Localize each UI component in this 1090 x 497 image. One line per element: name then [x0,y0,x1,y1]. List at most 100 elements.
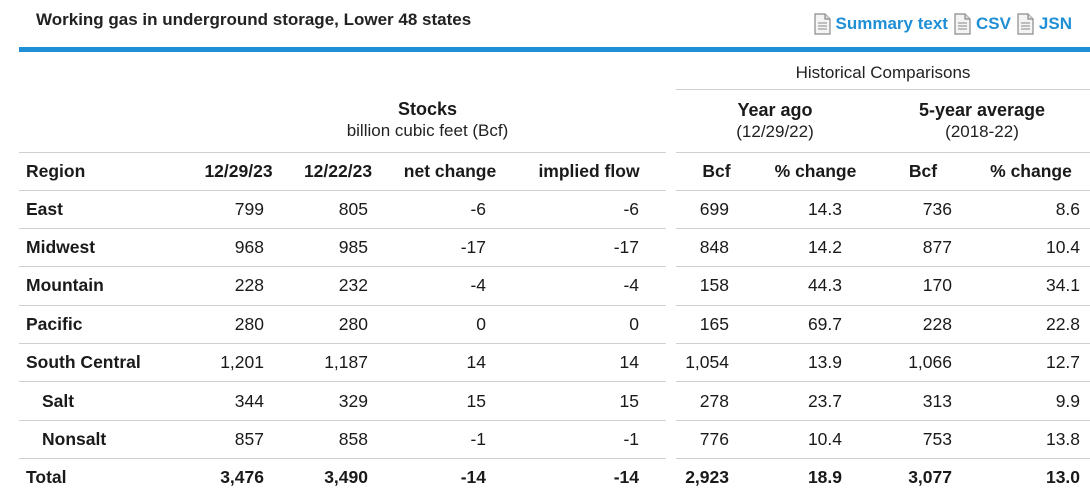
table-row: East 799 805 -6 -6 699 14.3 736 8.6 [19,190,1090,229]
storage-table: Historical Comparisons Stocks billion cu… [19,57,1090,497]
column-header-implied-flow: implied flow [512,151,666,191]
table-body: East 799 805 -6 -6 699 14.3 736 8.6 Midwest 968 985… [19,190,1090,460]
cell-year-ago-pct: 14.3 [757,190,874,229]
column-header-row: Region 12/29/23 12/22/23 net change impl… [19,151,1090,191]
cell-implied-flow: -4 [512,266,666,306]
total-current-week: 3,476 [220,467,264,488]
cell-implied-flow: -1 [512,420,666,460]
cell-net-change: -17 [388,228,512,268]
cell-implied-flow: -17 [512,228,666,268]
stocks-title: Stocks [397,99,458,120]
cell-implied-flow: 15 [512,381,666,421]
cell-year-ago-bcf: 848 [676,228,757,268]
cell-prior-week: 280 [288,305,388,345]
cell-five-year-pct: 12.7 [972,343,1090,383]
cell-net-change: -4 [388,266,512,306]
header-rule [19,47,1090,52]
summary-text-label: Summary text [835,14,948,33]
cell-year-ago-pct: 10.4 [757,420,874,460]
region-name: East [19,190,189,229]
cell-five-year-pct: 8.6 [972,190,1090,229]
document-icon [813,13,831,35]
year-ago-group-header: Year ago (12/29/22) [676,89,874,152]
five-year-title: 5-year average [918,99,1046,120]
total-net-change: -14 [460,467,486,488]
document-icon [954,13,971,35]
cell-prior-week: 232 [288,266,388,306]
cell-five-year-bcf: 313 [874,381,972,421]
historical-comparisons-label: Historical Comparisons [676,57,1090,90]
cell-year-ago-pct: 23.7 [757,381,874,421]
table-row: Salt 344 329 15 15 278 23.7 313 9.9 [19,381,1090,421]
csv-label: CSV [975,14,1011,33]
cell-implied-flow: 0 [512,305,666,345]
table-row: Mountain 228 232 -4 -4 158 44.3 170 34.1 [19,266,1090,306]
column-header-year-ago-pct: % change [757,151,874,191]
cell-current-week: 228 [189,266,288,306]
cell-net-change: 0 [388,305,512,345]
cell-net-change: 15 [388,381,512,421]
total-year-ago-pct: 18.9 [807,467,842,488]
cell-five-year-pct: 13.8 [972,420,1090,460]
region-name: Nonsalt [19,420,189,460]
cell-current-week: 857 [189,420,288,460]
cell-year-ago-pct: 14.2 [757,228,874,268]
cell-prior-week: 329 [288,381,388,421]
cell-year-ago-pct: 69.7 [757,305,874,345]
csv-link[interactable]: CSV [952,13,1011,35]
json-link[interactable]: JSN [1015,13,1072,35]
cell-year-ago-bcf: 776 [676,420,757,460]
cell-net-change: -1 [388,420,512,460]
cell-year-ago-bcf: 278 [676,381,757,421]
total-implied-flow: -14 [613,467,639,488]
cell-prior-week: 858 [288,420,388,460]
stocks-subtitle: billion cubic feet (Bcf) [346,121,509,141]
cell-five-year-bcf: 753 [874,420,972,460]
column-header-region: Region [19,151,189,191]
table-row: South Central 1,201 1,187 14 14 1,054 13.9 1,06… [19,343,1090,383]
cell-five-year-bcf: 736 [874,190,972,229]
total-prior-week: 3,490 [324,467,368,488]
cell-current-week: 799 [189,190,288,229]
total-year-ago-bcf: 2,923 [685,467,729,488]
cell-five-year-bcf: 1,066 [874,343,972,383]
cell-implied-flow: 14 [512,343,666,383]
column-header-five-year-pct: % change [972,151,1090,191]
cell-current-week: 280 [189,305,288,345]
page-title: Working gas in underground storage, Lowe… [36,10,472,29]
five-year-subtitle: (2018-22) [945,121,1019,141]
region-name: Salt [19,381,189,421]
total-row: Total 3,476 3,490 -14 -14 2,923 18.9 3,0… [19,459,1090,497]
cell-prior-week: 805 [288,190,388,229]
cell-five-year-pct: 22.8 [972,305,1090,345]
cell-implied-flow: -6 [512,190,666,229]
table-row: Nonsalt 857 858 -1 -1 776 10.4 753 13.8 [19,420,1090,460]
stocks-group-header: Stocks billion cubic feet (Bcf) [189,89,666,152]
year-ago-title: Year ago [737,99,813,120]
five-year-group-header: 5-year average (2018-22) [874,89,1090,152]
cell-five-year-pct: 9.9 [972,381,1090,421]
table-row: Midwest 968 985 -17 -17 848 14.2 877 10.4 [19,228,1090,268]
cell-year-ago-bcf: 699 [676,190,757,229]
summary-text-link[interactable]: Summary text [812,13,948,35]
column-header-net-change: net change [388,151,512,191]
cell-current-week: 968 [189,228,288,268]
column-header-year-ago-bcf: Bcf [676,151,757,191]
document-icon [1017,13,1034,35]
total-five-year-pct: 13.0 [1045,467,1081,488]
cell-five-year-pct: 10.4 [972,228,1090,268]
cell-five-year-bcf: 228 [874,305,972,345]
year-ago-subtitle: (12/29/22) [736,121,814,141]
column-header-five-year-bcf: Bcf [874,151,972,191]
region-name: Mountain [19,266,189,306]
cell-year-ago-bcf: 165 [676,305,757,345]
cell-prior-week: 985 [288,228,388,268]
table-row: Pacific 280 280 0 0 165 69.7 228 22.8 [19,305,1090,345]
json-label: JSN [1038,14,1072,33]
cell-current-week: 1,201 [189,343,288,383]
cell-five-year-pct: 34.1 [972,266,1090,306]
cell-prior-week: 1,187 [288,343,388,383]
cell-year-ago-pct: 44.3 [757,266,874,306]
column-header-current-week: 12/29/23 [189,151,288,191]
